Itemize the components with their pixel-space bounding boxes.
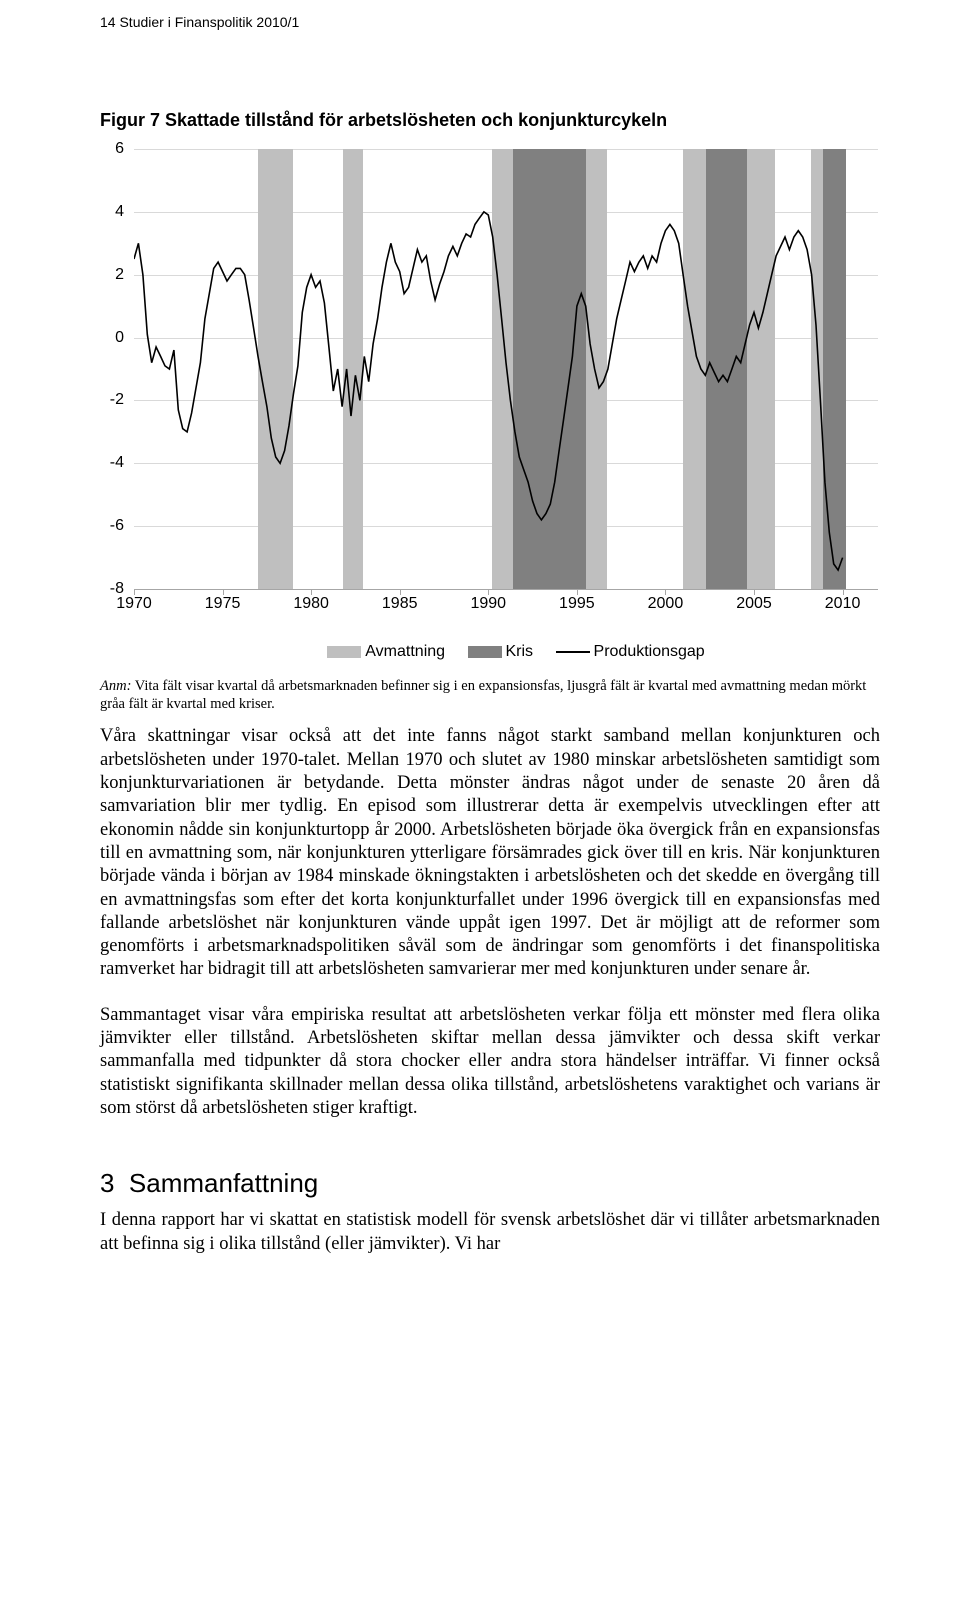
chart-ytick: -6 (110, 517, 124, 535)
figure-title: Figur 7 Skattade tillstånd för arbetslös… (100, 110, 880, 131)
body-paragraph-1: Våra skattningar visar också att det int… (100, 725, 880, 981)
legend-swatch-line (556, 651, 590, 653)
legend-swatch-kris (468, 646, 502, 658)
figure-note: Anm: Vita fält visar kvartal då arbetsma… (100, 677, 880, 713)
legend-label-avmattning: Avmattning (365, 643, 445, 660)
legend-label-kris: Kris (506, 643, 534, 660)
chart-ytick: 0 (115, 329, 124, 347)
chart-xaxis: 197019751980198519901995200020052010 (134, 595, 878, 625)
legend-label-line: Produktionsgap (594, 643, 705, 660)
chart-xtick: 1990 (470, 595, 506, 613)
chart-series-line (134, 212, 843, 570)
chart-ytick: 6 (115, 140, 124, 158)
chart-legend: Avmattning Kris Produktionsgap (134, 643, 880, 661)
section-title: Sammanfattning (129, 1168, 318, 1198)
chart-plot (134, 149, 878, 590)
chart-xtick: 1975 (205, 595, 241, 613)
chart-xtick: 1995 (559, 595, 595, 613)
chart-line-svg (134, 149, 878, 589)
chart-ytick: 4 (115, 203, 124, 221)
body-paragraph-2: Sammantaget visar våra empiriska resulta… (100, 1004, 880, 1120)
page-header: 14 Studier i Finanspolitik 2010/1 (100, 0, 880, 30)
chart-yaxis: 6420-2-4-6-8 (100, 149, 130, 589)
chart-xtick: 1985 (382, 595, 418, 613)
chart-ytick: 2 (115, 266, 124, 284)
chart-xtick: 1970 (116, 595, 152, 613)
chart-ytick: -2 (110, 391, 124, 409)
chart-ytick: -4 (110, 454, 124, 472)
chart: 6420-2-4-6-8 197019751980198519901995200… (100, 149, 880, 661)
chart-xtick: 2005 (736, 595, 772, 613)
chart-xtick: 1980 (293, 595, 329, 613)
section-number: 3 (100, 1168, 114, 1198)
legend-swatch-avmattning (327, 646, 361, 658)
chart-xtick: 2000 (648, 595, 684, 613)
section-heading: 3 Sammanfattning (100, 1168, 880, 1199)
body-paragraph-3: I denna rapport har vi skattat en statis… (100, 1209, 880, 1256)
chart-xtick: 2010 (825, 595, 861, 613)
